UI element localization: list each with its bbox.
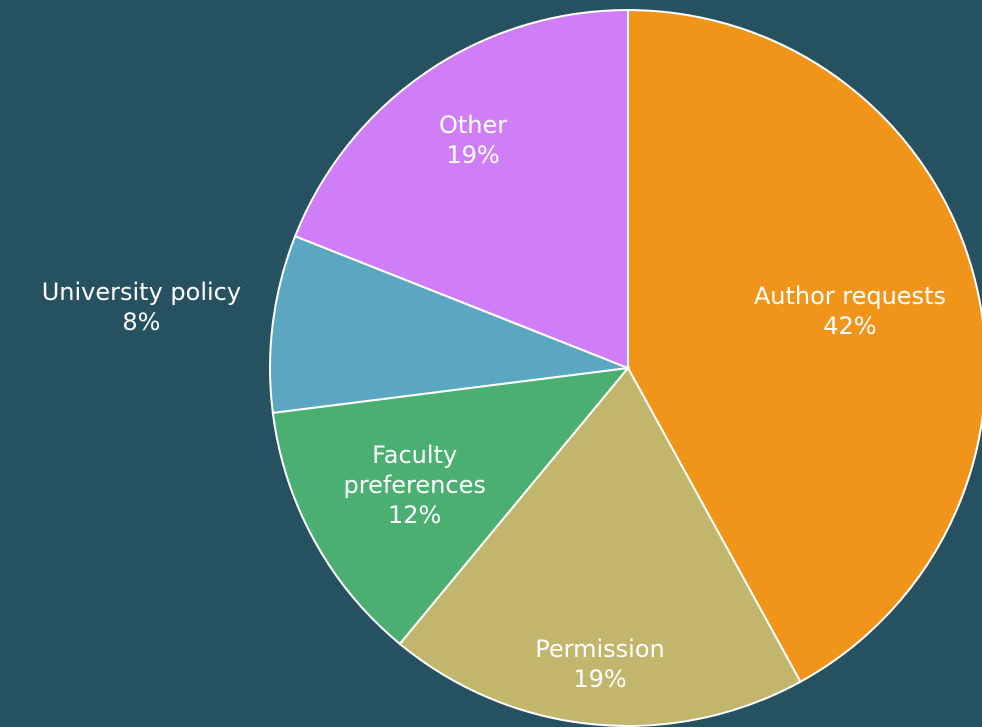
value-label: 42%	[823, 312, 877, 341]
value-label: 8%	[122, 307, 161, 336]
slice-label: Author requests 42%	[720, 281, 980, 341]
pie-slice	[398, 366, 802, 727]
pie-slice	[627, 8, 982, 684]
value-label: 12%	[388, 501, 442, 530]
slice-label: Other 19%	[373, 110, 573, 170]
pie-slice	[293, 8, 629, 370]
category-label: Permission	[535, 634, 665, 663]
category-label: Other	[438, 111, 508, 139]
slice-label: Permission 19%	[490, 634, 710, 694]
category-label: Faculty preferences	[343, 441, 486, 500]
value-label: 19%	[573, 664, 627, 693]
slice-label: Faculty preferences 12%	[330, 440, 500, 530]
slice-label: University policy 8%	[1, 277, 281, 337]
category-label: Author requests	[753, 282, 946, 311]
pie-slice	[271, 366, 631, 646]
category-label: University policy	[41, 277, 242, 306]
pie-slice	[269, 234, 629, 414]
value-label: 19%	[446, 141, 500, 169]
